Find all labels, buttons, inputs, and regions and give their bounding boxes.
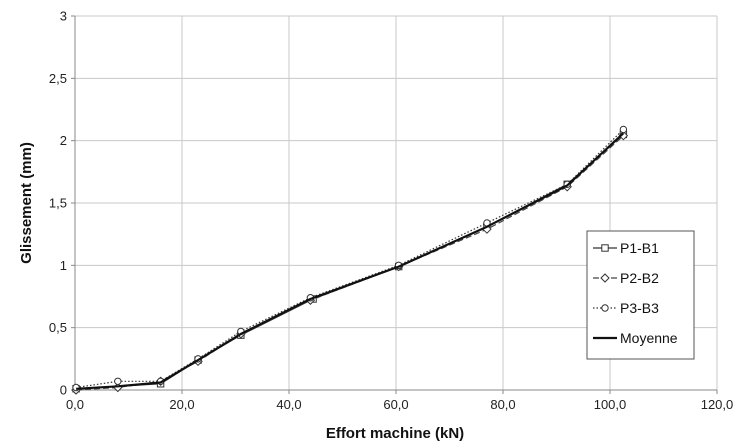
y-tick-label: 0	[60, 383, 67, 398]
legend-marker	[600, 273, 610, 283]
y-axis-title: Glissement (mm)	[18, 142, 35, 264]
x-tick-label: 120,0	[701, 397, 734, 412]
series-line	[76, 128, 624, 389]
data-point	[619, 125, 628, 134]
series-group	[71, 125, 629, 395]
legend-label: P3-B3	[620, 300, 659, 316]
y-tick-label: 3	[60, 9, 67, 24]
data-point	[114, 377, 122, 385]
legend-label: P1-B1	[620, 240, 659, 256]
axes	[71, 15, 718, 394]
x-tick-label: 80,0	[490, 397, 515, 412]
x-tick-label: 60,0	[383, 397, 408, 412]
legend-marker	[601, 304, 609, 312]
legend-label: P2-B2	[620, 270, 659, 286]
y-tick-label: 2	[60, 133, 67, 148]
x-tick-label: 20,0	[169, 397, 194, 412]
series-line	[76, 132, 625, 390]
tick-labels: 0,0 20,0 40,0 60,0 80,0 100,0 120,0 0 0,5 1 1,5 2 2,…	[49, 9, 733, 413]
y-tick-label: 1	[60, 258, 67, 273]
legend-label: Moyenne	[620, 330, 678, 346]
legend: P1-B1 P2-B2 P3-B3 Moyenne	[586, 230, 695, 360]
series-moyenne	[76, 132, 625, 390]
x-tick-label: 100,0	[594, 397, 627, 412]
y-tick-label: 0,5	[49, 320, 67, 335]
x-tick-label: 40,0	[276, 397, 301, 412]
y-tick-label: 1,5	[49, 196, 67, 211]
x-tick-label: 0,0	[66, 397, 84, 412]
legend-marker	[601, 244, 609, 252]
y-tick-label: 2,5	[49, 71, 67, 86]
x-axis-title: Effort machine (kN)	[326, 425, 464, 442]
